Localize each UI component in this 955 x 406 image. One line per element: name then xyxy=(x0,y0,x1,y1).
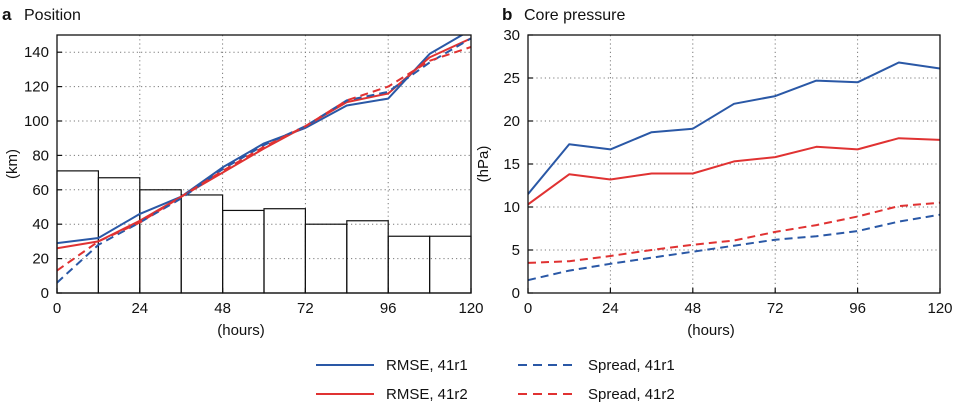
y-tick-label: 25 xyxy=(503,70,520,87)
y-tick-label: 100 xyxy=(24,113,49,130)
legend-label: RMSE, 41r2 xyxy=(386,386,468,403)
legend-item: Spread, 41r1 xyxy=(518,357,675,374)
y-axis-label: (km) xyxy=(4,149,21,179)
legend-label: Spread, 41r2 xyxy=(588,386,675,403)
histogram-bar xyxy=(222,209,265,294)
histogram-bar xyxy=(56,170,100,294)
histogram-bar xyxy=(346,220,389,294)
y-tick-label: 0 xyxy=(512,285,520,302)
series-line-rmse-41r1 xyxy=(57,35,465,245)
series-line-spread-41r2 xyxy=(57,46,471,272)
y-tick-label: 60 xyxy=(32,182,49,199)
x-tick-label: 48 xyxy=(214,300,231,317)
panel-title: Position xyxy=(24,7,81,24)
series-line-spread-41r1 xyxy=(528,213,940,282)
legend-item: Spread, 41r2 xyxy=(518,386,675,403)
legend-item: RMSE, 41r1 xyxy=(316,357,468,374)
x-axis-label: (hours) xyxy=(687,322,735,339)
series-lines xyxy=(528,61,940,282)
y-tick-label: 140 xyxy=(24,44,49,61)
y-tick-label: 40 xyxy=(32,216,49,233)
panel-letter: a xyxy=(2,5,12,24)
y-tick-label: 80 xyxy=(32,147,49,164)
panel-title: Core pressure xyxy=(524,7,625,24)
x-tick-label: 48 xyxy=(684,300,701,317)
y-axis-label: (hPa) xyxy=(475,146,492,183)
x-tick-label: 24 xyxy=(602,300,619,317)
y-tick-label: 30 xyxy=(503,27,520,44)
x-tick-label: 120 xyxy=(458,300,483,317)
y-tick-label: 15 xyxy=(503,156,520,173)
legend-label: RMSE, 41r1 xyxy=(386,357,468,374)
plot-frame xyxy=(56,34,472,294)
series-line-rmse-41r1 xyxy=(528,61,940,195)
panel-letter: b xyxy=(502,5,512,24)
x-tick-label: 0 xyxy=(524,300,532,317)
y-tick-label: 20 xyxy=(503,113,520,130)
y-tick-label: 5 xyxy=(512,242,520,259)
x-axis-label: (hours) xyxy=(217,322,265,339)
x-tick-label: 24 xyxy=(131,300,148,317)
x-tick-label: 72 xyxy=(297,300,314,317)
chart-panel-b: 0 24 48 72 96 120 0 5 10 15 20 25 30 (hours) (hPa) b Cor… xyxy=(475,5,953,339)
x-tick-label: 96 xyxy=(849,300,866,317)
series-line-rmse-41r2 xyxy=(528,137,940,206)
y-tick-label: 120 xyxy=(24,79,49,96)
y-tick-label: 0 xyxy=(41,285,49,302)
histogram-bar xyxy=(429,235,472,294)
series-line-spread-41r2 xyxy=(528,201,940,264)
x-tick-label: 120 xyxy=(927,300,952,317)
series-lines xyxy=(57,35,471,284)
histogram-bar xyxy=(180,194,224,294)
x-tick-label: 72 xyxy=(767,300,784,317)
legend-item: RMSE, 41r2 xyxy=(316,386,468,403)
x-tick-label: 0 xyxy=(53,300,61,317)
legend-label: Spread, 41r1 xyxy=(588,357,675,374)
x-tick-label: 96 xyxy=(380,300,397,317)
histogram-bar xyxy=(263,208,307,294)
histogram-bar xyxy=(387,235,431,294)
series-line-spread-41r1 xyxy=(57,37,471,284)
y-tick-label: 20 xyxy=(32,251,49,268)
legend: RMSE, 41r1 RMSE, 41r2 Spread, 41r1 Spread, … xyxy=(316,357,675,403)
chart-panel-a: 0 24 48 72 96 120 0 20 40 60 80 100 120 140 (hours) (km… xyxy=(2,5,484,339)
y-tick-label: 10 xyxy=(503,199,520,216)
